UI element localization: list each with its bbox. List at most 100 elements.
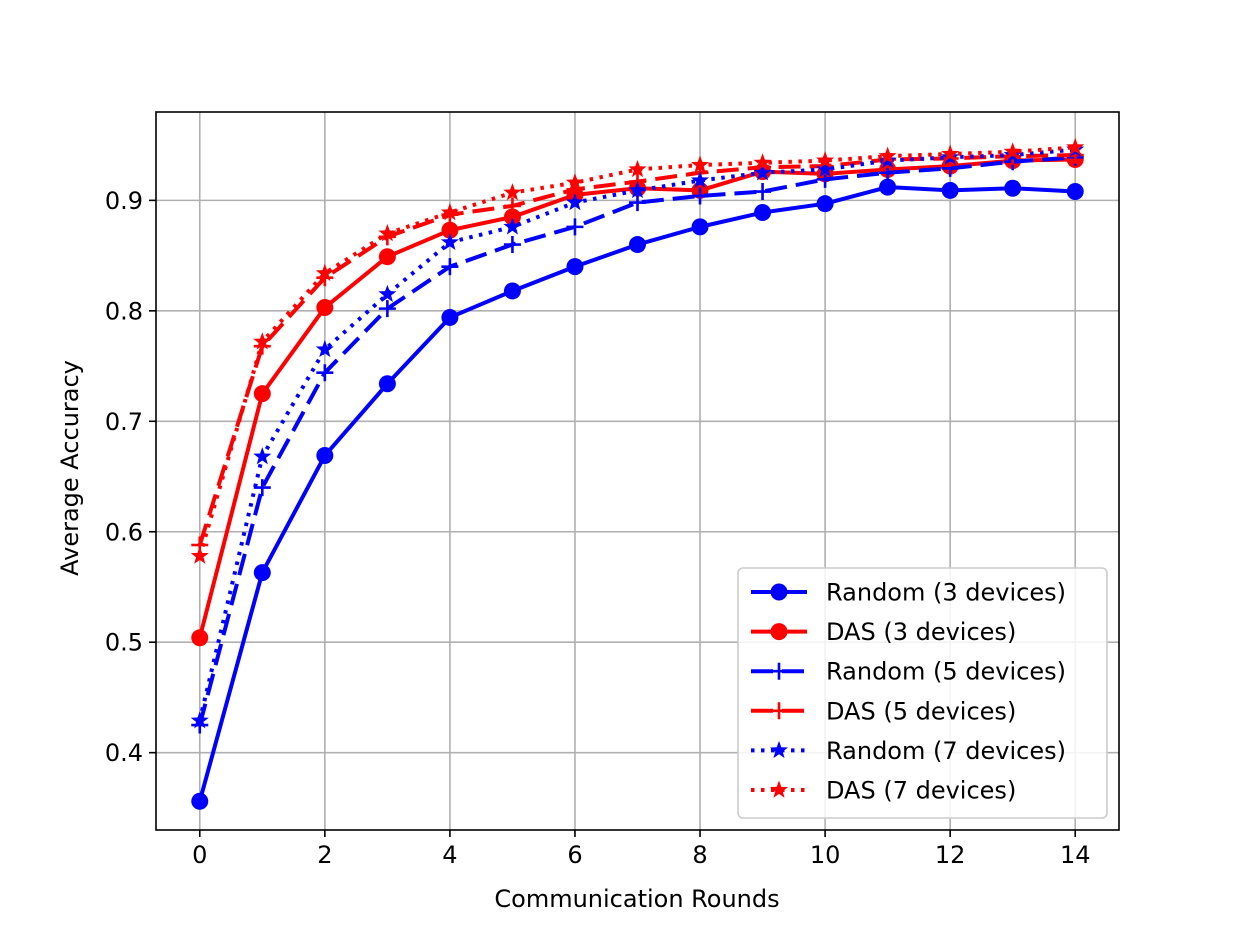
data-point <box>440 203 459 221</box>
series-line <box>197 145 1076 557</box>
data-point <box>565 173 584 191</box>
data-point <box>191 629 209 647</box>
series-1 <box>191 178 1084 810</box>
data-point <box>191 792 209 810</box>
legend-label: DAS (5 devices) <box>826 697 1016 725</box>
data-point <box>316 447 334 465</box>
data-point <box>503 183 522 201</box>
data-point <box>253 479 271 497</box>
data-point <box>816 159 835 178</box>
y-tick-label: 0.4 <box>105 739 143 767</box>
data-point <box>753 163 772 181</box>
data-point <box>691 155 710 173</box>
data-point <box>878 146 897 164</box>
legend-item: Random (7 devices) <box>751 737 1066 765</box>
data-point <box>816 195 834 213</box>
legend-marker <box>770 623 788 641</box>
legend-label: DAS (7 devices) <box>826 777 1016 805</box>
data-point <box>440 232 459 251</box>
x-tick-label: 2 <box>317 841 332 869</box>
legend-label: Random (7 devices) <box>826 737 1066 765</box>
data-point <box>629 194 646 212</box>
data-point <box>378 300 396 318</box>
x-tick-label: 12 <box>935 841 966 869</box>
legend-marker <box>770 662 788 680</box>
data-point <box>503 236 521 254</box>
data-point <box>378 375 396 393</box>
data-point <box>190 546 209 564</box>
data-point <box>190 711 209 729</box>
data-point <box>1066 183 1084 201</box>
data-point <box>629 236 646 254</box>
data-point <box>253 564 271 582</box>
data-point <box>315 339 334 358</box>
legend-marker <box>769 740 789 759</box>
legend-marker <box>770 702 788 720</box>
legend: Random (3 devices) DAS (3 devices) Random … <box>737 567 1108 819</box>
y-tick-label: 0.7 <box>105 408 143 436</box>
x-tick-label: 4 <box>442 841 457 869</box>
legend-item: DAS (3 devices) <box>751 618 1016 646</box>
data-point <box>941 181 959 199</box>
x-tick-label: 8 <box>692 841 707 869</box>
plot-frame <box>155 111 1120 831</box>
data-point <box>628 180 647 199</box>
legend-box <box>737 567 1108 819</box>
data-point <box>1066 137 1085 156</box>
data-point <box>503 282 521 300</box>
series-6 <box>190 137 1085 564</box>
legend-item: DAS (5 devices) <box>751 697 1016 725</box>
axis-ticks: 0 2 4 6 8 10 12 14 0.4 0.5 0.6 0.7 0.8 0.9 <box>105 187 1091 869</box>
data-point <box>1004 179 1022 197</box>
series-layer <box>190 137 1085 810</box>
legend-marker <box>770 583 788 601</box>
data-point <box>879 178 897 196</box>
legend-item: Random (3 devices) <box>751 579 1066 607</box>
data-point <box>566 258 584 276</box>
data-point <box>441 221 459 239</box>
legend-item: Random (5 devices) <box>751 658 1066 686</box>
data-point <box>503 208 521 226</box>
data-point <box>441 258 459 276</box>
data-point <box>316 364 334 382</box>
data-point <box>628 159 647 178</box>
data-point <box>691 187 709 205</box>
data-point <box>378 248 396 266</box>
data-point <box>754 183 772 201</box>
data-point <box>941 144 960 162</box>
data-point <box>691 218 709 236</box>
data-point <box>253 332 272 350</box>
x-tick-label: 0 <box>192 841 207 869</box>
data-point <box>253 447 272 465</box>
x-tick-label: 10 <box>810 841 841 869</box>
data-point <box>566 218 584 236</box>
data-point <box>503 217 522 235</box>
legend-label: Random (3 devices) <box>826 579 1066 607</box>
data-point <box>253 385 271 403</box>
legend-label: DAS (3 devices) <box>826 618 1016 646</box>
data-point <box>378 224 397 242</box>
data-point <box>565 193 584 211</box>
series-line <box>197 147 1076 722</box>
data-point <box>816 151 835 169</box>
y-tick-label: 0.9 <box>105 187 143 215</box>
data-point <box>378 284 397 302</box>
y-tick-label: 0.8 <box>105 297 143 325</box>
data-point <box>316 299 334 317</box>
data-point <box>441 308 459 326</box>
y-tick-label: 0.6 <box>105 518 143 546</box>
legend-label: Random (5 devices) <box>826 658 1066 686</box>
x-tick-label: 14 <box>1060 841 1091 869</box>
x-tick-label: 6 <box>567 841 582 869</box>
y-axis-label: Average Accuracy <box>56 360 84 576</box>
data-point <box>1003 142 1022 160</box>
data-point <box>503 197 521 215</box>
x-axis-label: Communication Rounds <box>494 885 779 913</box>
legend-marker <box>769 780 789 798</box>
series-line <box>197 155 1076 726</box>
data-point <box>691 170 710 189</box>
data-point <box>315 263 334 281</box>
legend-item: DAS (7 devices) <box>751 777 1016 805</box>
data-point <box>753 153 772 171</box>
